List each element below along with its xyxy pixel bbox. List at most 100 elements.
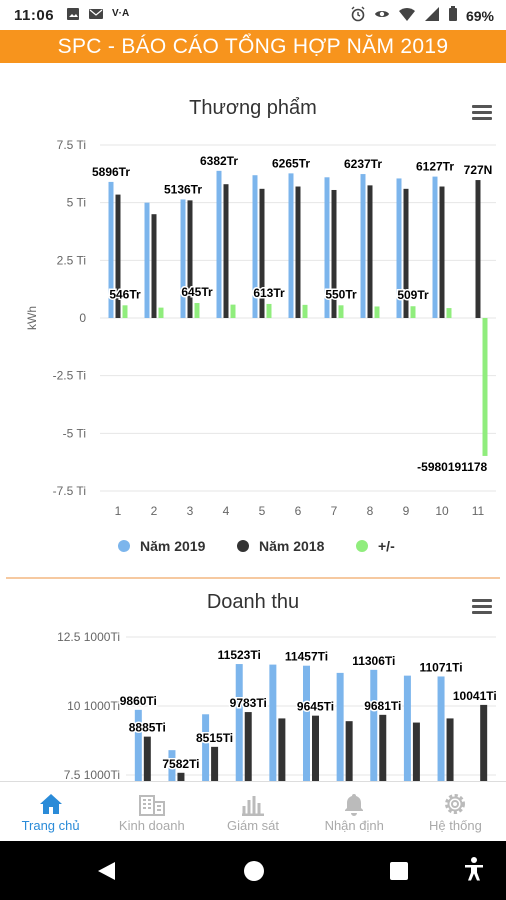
nav-label: Kinh doanh bbox=[118, 818, 185, 833]
bar-- bbox=[158, 307, 164, 318]
app-header: SPC - BÁO CÁO TỔNG HỢP NĂM 2019 bbox=[0, 30, 506, 63]
battery-percent: 69% bbox=[465, 7, 494, 24]
bar-- bbox=[446, 308, 452, 318]
status-bar: 11:06 V·A 69% bbox=[0, 0, 506, 30]
data-label: 550Tr bbox=[325, 287, 357, 301]
home-icon bbox=[0, 790, 101, 818]
bar-n-m-2018 bbox=[259, 188, 265, 318]
legend-marker bbox=[356, 540, 368, 552]
y-tick-label: 0 bbox=[79, 311, 86, 325]
y-tick-label: 7.5 Ti bbox=[57, 138, 86, 152]
accessibility-icon[interactable] bbox=[465, 857, 483, 881]
bar-- bbox=[482, 318, 488, 456]
image-icon bbox=[66, 7, 80, 24]
data-label: -5980191178 bbox=[417, 460, 487, 474]
bar-n-m-2019 bbox=[180, 199, 186, 318]
y-tick-label: 7.5 1000Ti bbox=[64, 768, 120, 781]
y-tick-label: -2.5 Ti bbox=[53, 369, 86, 383]
bar-n-m-2019 bbox=[432, 176, 438, 318]
x-tick-label: 2 bbox=[151, 504, 158, 518]
bar-n-m-2018 bbox=[403, 188, 409, 318]
bar-n-m-2018 bbox=[480, 704, 488, 781]
x-tick-label: 6 bbox=[295, 504, 302, 518]
recents-icon[interactable] bbox=[390, 862, 408, 880]
signal-icon bbox=[424, 6, 440, 25]
data-label: 8515Ti bbox=[196, 731, 233, 745]
data-label: 8885Ti bbox=[129, 721, 166, 735]
nav-label: Nhận định bbox=[324, 818, 384, 833]
bar-chart-icon bbox=[202, 790, 303, 818]
chart-menu-icon[interactable] bbox=[472, 599, 492, 615]
data-label: 6382Tr bbox=[200, 154, 238, 168]
bottom-navigation: Trang chủ Kinh doanh Giám sát Nhận định … bbox=[0, 781, 506, 841]
data-label: 6237Tr bbox=[344, 157, 382, 171]
bar-n-m-2018 bbox=[115, 194, 121, 318]
chart-title-doanh-thu: Doanh thu bbox=[206, 591, 300, 613]
data-label: 6127Tr bbox=[416, 160, 454, 174]
status-right-icons: 69% bbox=[350, 6, 494, 25]
legend-label: Năm 2019 bbox=[140, 538, 206, 554]
bar-n-m-2018 bbox=[151, 214, 157, 318]
x-tick-label: 8 bbox=[367, 504, 374, 518]
back-icon[interactable] bbox=[98, 862, 115, 880]
bar-n-m-2019 bbox=[336, 672, 344, 781]
data-label: 11306Ti bbox=[352, 654, 395, 668]
bar-n-m-2019 bbox=[403, 675, 411, 781]
bar-n-m-2018 bbox=[379, 714, 387, 781]
nav-he-thong[interactable]: Hệ thống bbox=[405, 782, 506, 841]
y-tick-label: -5 Ti bbox=[63, 426, 86, 440]
bar-n-m-2018 bbox=[187, 200, 193, 318]
bar-n-m-2018 bbox=[439, 186, 445, 318]
y-tick-label: 10 1000Ti bbox=[67, 699, 120, 713]
bar-n-m-2018 bbox=[177, 772, 185, 781]
bar-n-m-2018 bbox=[312, 715, 319, 781]
bar-n-m-2019 bbox=[168, 750, 176, 781]
status-left-icons: V·A bbox=[66, 7, 129, 24]
bar-n-m-2019 bbox=[202, 714, 210, 781]
nav-kinh-doanh[interactable]: Kinh doanh bbox=[101, 782, 202, 841]
bar-- bbox=[230, 304, 236, 318]
eye-icon bbox=[374, 6, 390, 25]
android-navigation-bar bbox=[0, 841, 506, 900]
bar-n-m-2018 bbox=[295, 186, 301, 318]
bar-n-m-2018 bbox=[278, 718, 286, 781]
bar-n-m-2018 bbox=[223, 184, 229, 318]
dashboard-content[interactable]: Thương phẩm 7.5 Ti 5 Ti 2.5 Ti 0 -2.5 Ti -5 T… bbox=[0, 63, 506, 781]
data-label: 5896Tr bbox=[92, 165, 130, 179]
chart-menu-icon[interactable] bbox=[472, 105, 492, 121]
nav-giam-sat[interactable]: Giám sát bbox=[202, 782, 303, 841]
bar-n-m-2018 bbox=[412, 722, 420, 781]
bar-- bbox=[410, 306, 416, 318]
status-time: 11:06 bbox=[14, 7, 55, 24]
data-label: 5136Tr bbox=[164, 182, 202, 196]
data-label: 11457Ti bbox=[285, 650, 328, 664]
x-tick-label: 1 bbox=[115, 504, 122, 518]
data-label: 9645Ti bbox=[297, 700, 334, 714]
data-label: 10041Ti bbox=[453, 689, 497, 703]
bar-n-m-2019 bbox=[324, 177, 330, 318]
bar-n-m-2018 bbox=[345, 721, 353, 781]
home-circle-icon[interactable] bbox=[244, 861, 264, 881]
data-label: 509Tr bbox=[397, 288, 429, 302]
bar-n-m-2018 bbox=[244, 712, 252, 781]
alarm-icon bbox=[350, 6, 366, 25]
building-icon bbox=[101, 790, 202, 818]
bar-n-m-2019 bbox=[216, 170, 222, 318]
nav-trang-chu[interactable]: Trang chủ bbox=[0, 782, 101, 841]
mail-icon bbox=[88, 7, 104, 24]
x-tick-label: 11 bbox=[472, 504, 485, 518]
x-tick-label: 9 bbox=[403, 504, 410, 518]
y-tick-label: -7.5 Ti bbox=[53, 484, 86, 498]
bar-n-m-2018 bbox=[475, 180, 481, 318]
data-label: 613Tr bbox=[253, 286, 285, 300]
x-tick-label: 5 bbox=[259, 504, 266, 518]
data-label: 11523Ti bbox=[218, 648, 261, 662]
bar-n-m-2018 bbox=[211, 746, 219, 781]
nav-label: Trang chủ bbox=[21, 818, 80, 833]
wifi-icon bbox=[398, 6, 416, 25]
bar-n-m-2019 bbox=[108, 181, 114, 318]
nav-nhan-dinh[interactable]: Nhận định bbox=[304, 782, 405, 841]
bar-- bbox=[338, 305, 344, 318]
bar-- bbox=[374, 306, 380, 318]
legend-label: Năm 2018 bbox=[259, 538, 325, 554]
